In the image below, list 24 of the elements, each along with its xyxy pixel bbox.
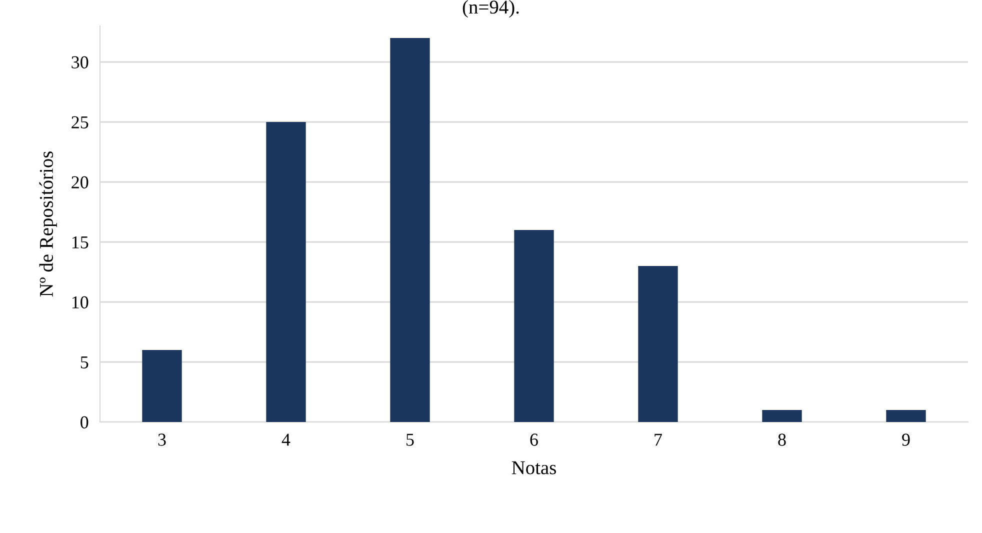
bar (142, 350, 182, 422)
bar (514, 230, 554, 422)
x-tick-label: 3 (158, 434, 166, 446)
chart-title: (n=94). (462, 0, 519, 18)
bar (886, 410, 926, 422)
x-tick-label: 8 (778, 434, 786, 446)
x-tick-label: 5 (406, 434, 414, 446)
y-tick-label: 0 (80, 416, 88, 428)
y-tick-label: 20 (72, 176, 88, 188)
y-tick-label: 5 (80, 356, 88, 368)
y-tick-label: 30 (72, 56, 88, 68)
bar (390, 38, 430, 422)
x-tick-label: 6 (530, 434, 538, 446)
x-axis-title: Notas (512, 461, 556, 474)
y-tick-label: 10 (72, 296, 88, 308)
y-tick-label: 25 (72, 116, 88, 128)
x-tick-label: 4 (282, 434, 290, 446)
bar (762, 410, 802, 422)
y-tick-label: 15 (72, 236, 88, 248)
y-axis-title: Nº de Repositórios (39, 151, 57, 297)
bar (266, 122, 306, 422)
x-tick-label: 7 (654, 434, 662, 446)
bar (638, 266, 678, 422)
x-tick-label: 9 (902, 434, 910, 446)
